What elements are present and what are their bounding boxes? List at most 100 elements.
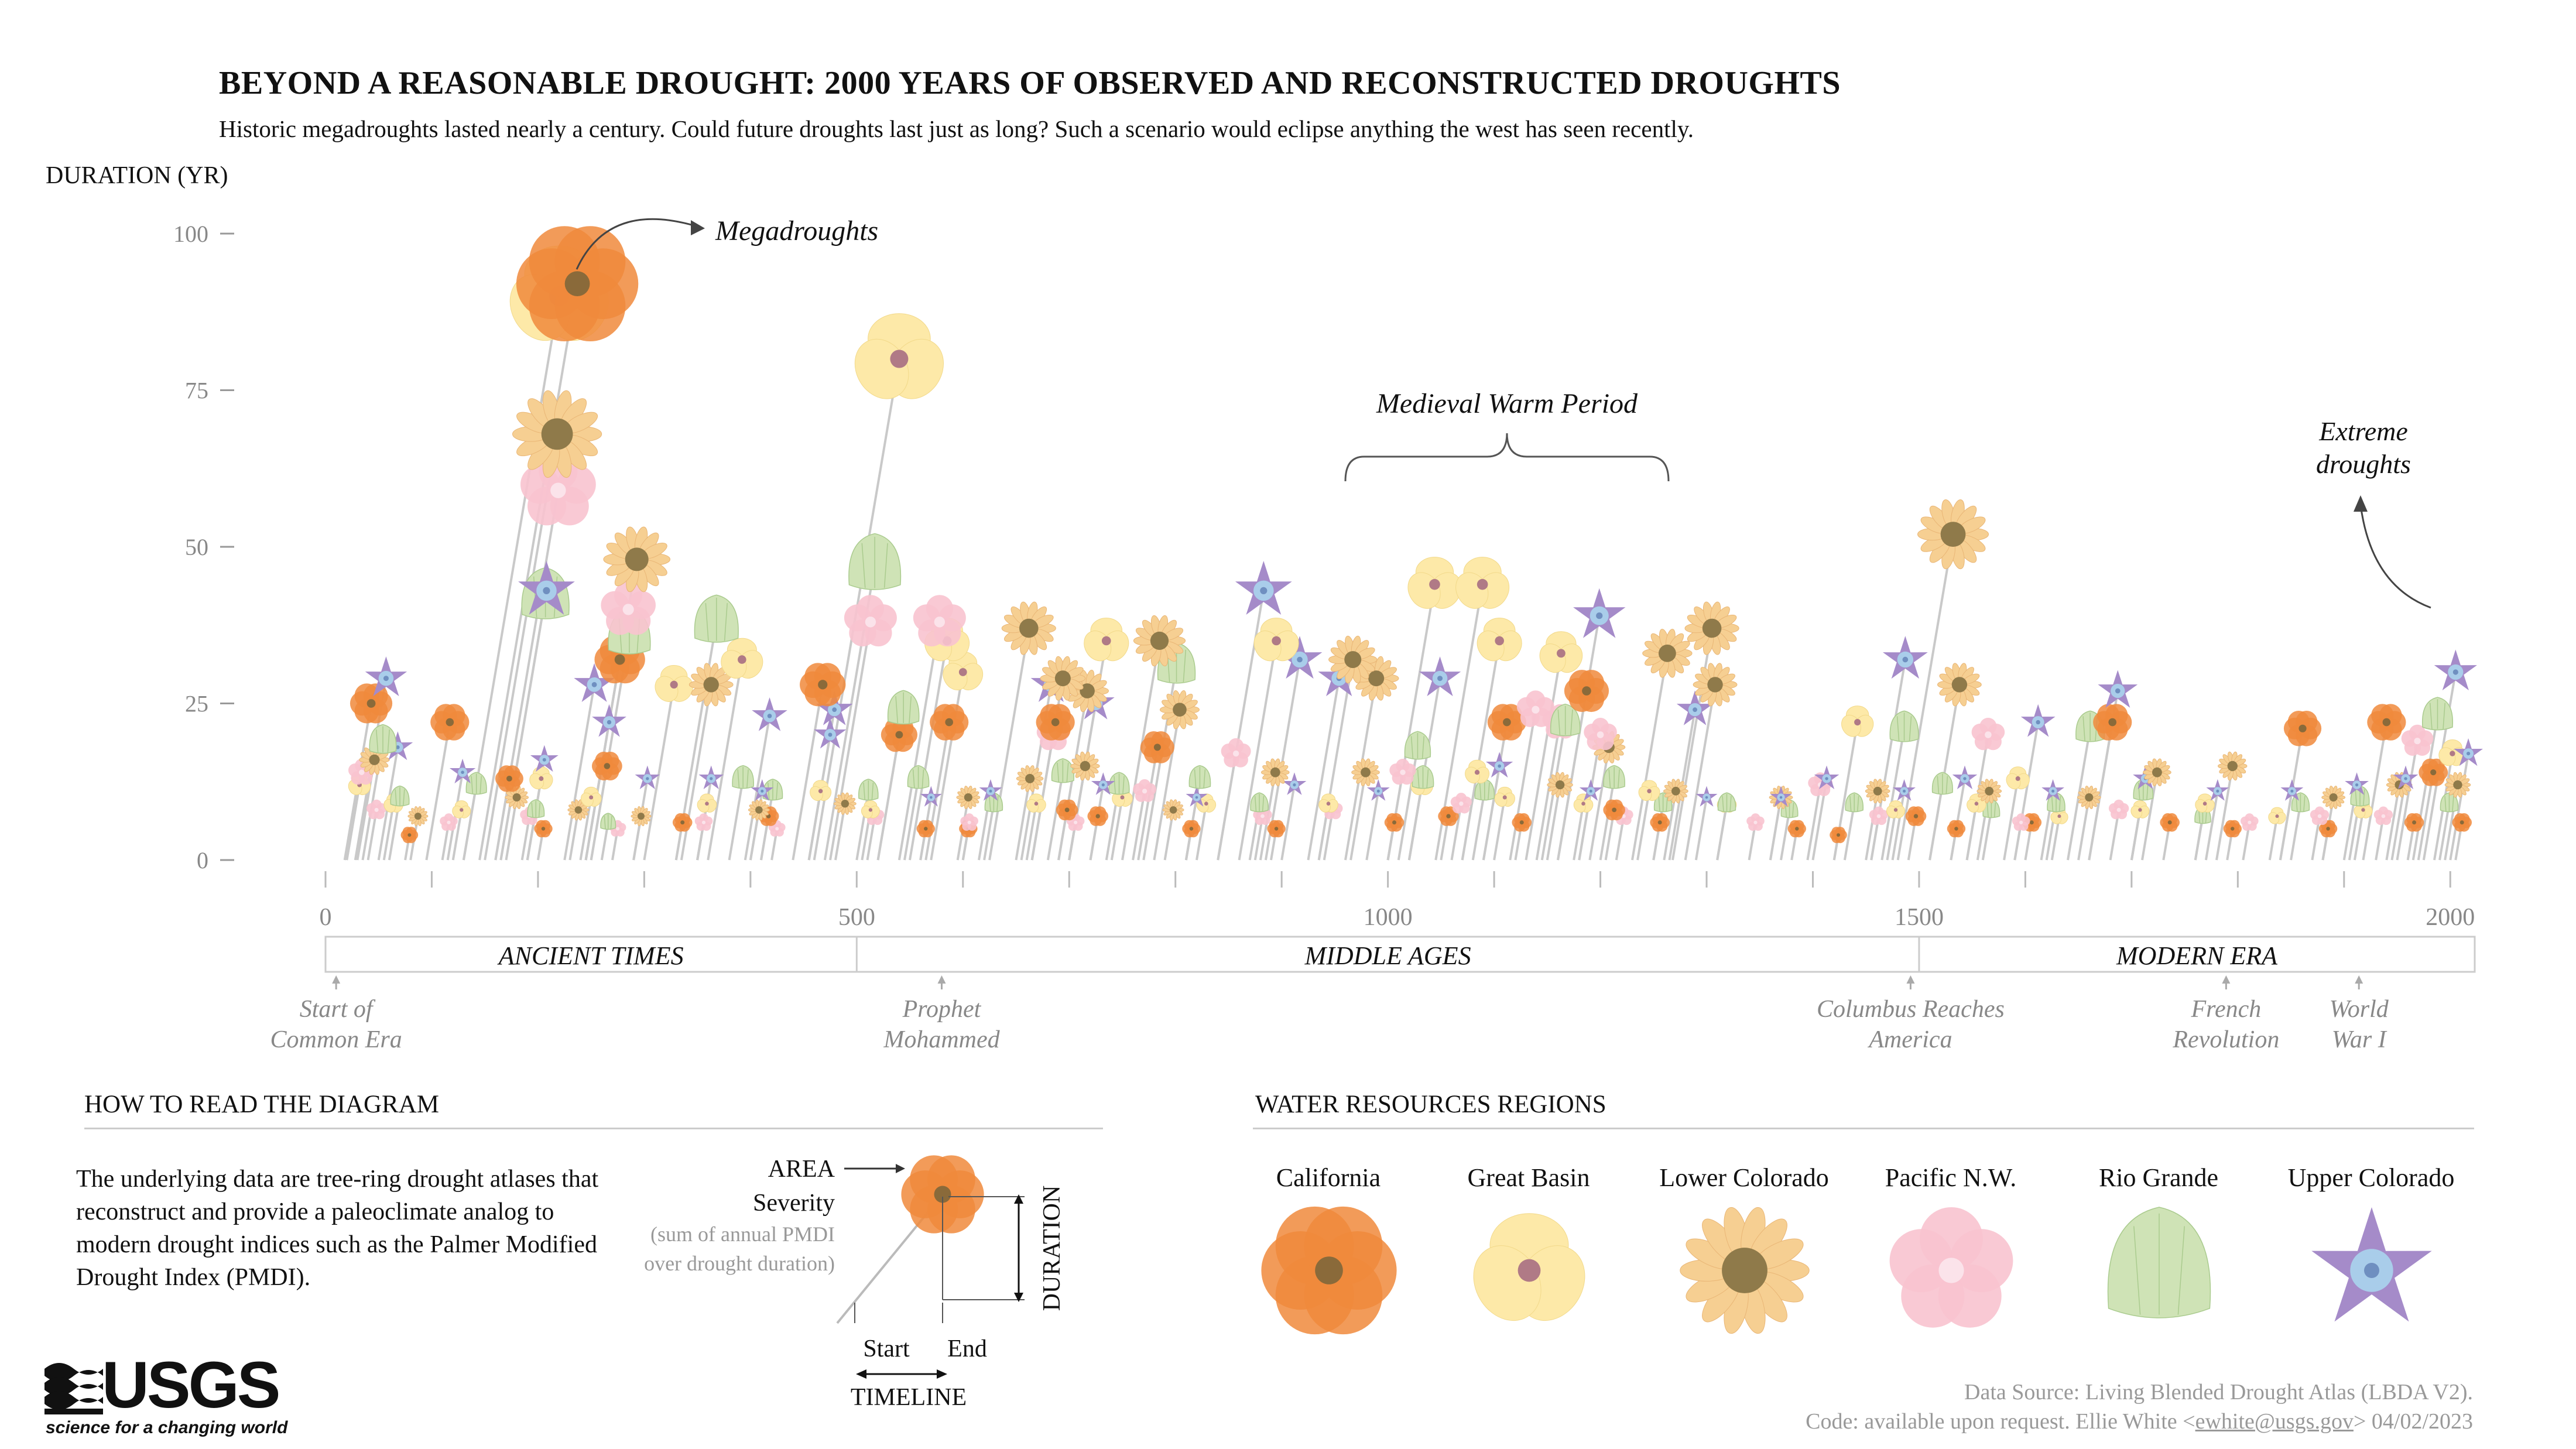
flower-upper-colorado-marker: [2020, 704, 2056, 737]
flower-california-marker: [1564, 670, 1609, 712]
flower-great-basin-marker: [721, 638, 763, 679]
flower-great-basin-marker: [1539, 631, 1583, 673]
flower-lower-colorado-marker: [1547, 772, 1573, 798]
stem: [2417, 772, 2435, 861]
y-tick-label: 25: [185, 691, 208, 717]
flower-lower-colorado-marker: [603, 526, 670, 592]
flower-lower-colorado-marker: [631, 806, 652, 827]
stem: [2215, 766, 2234, 861]
extreme-annotation-line2: droughts: [2316, 449, 2411, 479]
legend-label-upper-colorado: Upper Colorado: [2287, 1163, 2455, 1192]
flower-california-marker: [2419, 758, 2448, 786]
event-label-line2: America: [1867, 1026, 1952, 1053]
x-tick-label: 0: [320, 904, 332, 931]
stem: [680, 684, 712, 861]
legend-label-rio-grande: Rio Grande: [2098, 1163, 2219, 1192]
stem: [909, 640, 948, 861]
flower-california-marker: [591, 752, 622, 780]
stem: [983, 803, 995, 861]
usgs-wordmark: USGS: [102, 1348, 280, 1421]
event-arrowhead: [332, 975, 341, 984]
flower-pacific-n-w-marker: [844, 595, 897, 647]
flower-upper-colorado-marker: [751, 779, 774, 801]
era-band: ANCIENT TIMES MIDDLE AGES MODERN ERA: [324, 936, 2476, 973]
regions-heading: WATER RESOURCES REGIONS: [1255, 1091, 1606, 1118]
flower-great-basin-marker: [810, 780, 832, 801]
flower-lower-colorado-marker: [1684, 601, 1739, 655]
flower-lower-colorado-marker: [1016, 765, 1044, 792]
event-label-line1: Prophet: [902, 996, 982, 1023]
flower-rio-grande-marker: [1889, 710, 1919, 742]
flower-rio-grande-marker: [1051, 758, 1074, 783]
flower-pacific-n-w-marker: [913, 595, 966, 647]
flower-pacific-n-w-marker: [2012, 813, 2030, 831]
flower-rio-grande-marker: [1250, 792, 1269, 813]
flower-lower-colorado-marker: [1260, 758, 1290, 786]
flower-pacific-n-w-marker: [2108, 799, 2129, 820]
flower-pacific-n-w-marker: [1971, 718, 2005, 751]
flower-pacific-n-w-marker: [1221, 738, 1251, 768]
flower-rio-grande-marker: [2440, 792, 2459, 813]
flower-great-basin-marker: [1477, 618, 1522, 662]
flower-lower-colorado-marker: [1133, 615, 1186, 667]
flower-rio-grande-marker: [1108, 772, 1130, 795]
flower-california-marker: [1947, 820, 1966, 838]
flower-lower-colorado-marker: [1642, 629, 1693, 678]
flower-upper-colorado-marker: [518, 561, 575, 615]
timeline-arrowhead-left: [856, 1369, 866, 1379]
flower-great-basin-marker: [2195, 793, 2215, 813]
flower-upper-colorado-marker: [1893, 779, 1916, 801]
flower-great-basin-marker: [2050, 807, 2068, 824]
flower-california-marker: [2367, 704, 2406, 741]
stem: [898, 622, 941, 861]
flower-lower-colorado-marker: [1001, 601, 1056, 655]
duration-label: DURATION: [1039, 1186, 1066, 1311]
flower-california-marker: [930, 704, 969, 741]
flower-california-marker: [1056, 799, 1078, 821]
flower-lower-colorado-marker: [567, 799, 590, 821]
flower-upper-colorado-marker: [1277, 636, 1323, 679]
flower-pacific-n-w-marker: [960, 813, 978, 831]
flower-great-basin-marker: [854, 313, 944, 399]
stem: [563, 684, 596, 861]
stem: [2013, 722, 2040, 861]
stem: [1046, 772, 1064, 861]
flower-upper-colorado-marker: [2434, 649, 2477, 691]
legend-great-basin-icon: [1473, 1213, 1585, 1321]
usgs-logo: USGS science for a changing world: [44, 1352, 287, 1439]
flower-california-marker: [800, 663, 846, 707]
flower-great-basin-marker: [1465, 759, 1490, 784]
flower-california-marker: [1087, 806, 1109, 826]
stem: [2290, 803, 2302, 861]
x-axis: 0 500 1000 1500 2000: [320, 871, 2475, 931]
stem: [1950, 778, 1966, 861]
flower-upper-colorado-marker: [2098, 670, 2138, 708]
severity-label: Severity: [753, 1190, 835, 1217]
flower-pacific-n-w-marker: [1133, 779, 1156, 802]
flower-great-basin-marker: [2130, 800, 2150, 818]
flower-lower-colorado-marker: [2321, 786, 2346, 809]
flower-upper-colorado-marker: [1882, 636, 1928, 679]
email-link[interactable]: ewhite@usgs.gov: [2195, 1409, 2354, 1434]
flower-rio-grande-marker: [1603, 765, 1625, 789]
stem: [478, 283, 579, 861]
event-label-line2: War I: [2332, 1026, 2387, 1053]
stem: [425, 722, 451, 861]
flower-great-basin-marker: [1026, 793, 1046, 813]
stem: [2067, 728, 2092, 861]
flower-upper-colorado-marker: [2041, 779, 2064, 801]
stem: [1132, 790, 1146, 861]
flower-great-basin-marker: [861, 800, 880, 818]
flower-california-marker: [1830, 827, 1847, 844]
stem: [1780, 810, 1791, 861]
stem: [2438, 803, 2451, 861]
flower-upper-colorado-marker: [1770, 786, 1792, 807]
stem: [1599, 778, 1616, 861]
era-label: ANCIENT TIMES: [497, 941, 684, 970]
flower-rio-grande-marker: [600, 813, 616, 830]
severity-note-2: over drought duration): [644, 1252, 835, 1275]
timeline-label: TIMELINE: [851, 1384, 967, 1411]
flower-california-marker: [1140, 731, 1174, 763]
flower-lower-colorado-marker: [1865, 779, 1890, 804]
flower-pacific-n-w-marker: [1746, 813, 1765, 831]
